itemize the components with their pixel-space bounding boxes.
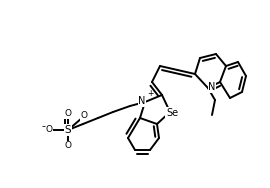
Text: N: N (138, 96, 146, 106)
Text: S: S (65, 125, 71, 135)
Text: Se: Se (166, 108, 178, 118)
Text: O: O (65, 109, 72, 118)
Text: O: O (65, 142, 72, 151)
Text: N: N (208, 82, 216, 92)
Text: O: O (80, 111, 87, 121)
Text: O: O (46, 126, 52, 134)
Text: -: - (41, 121, 45, 131)
Text: +: + (147, 89, 153, 99)
